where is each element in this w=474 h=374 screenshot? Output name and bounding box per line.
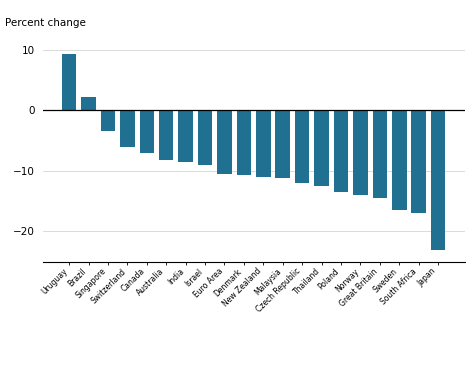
Bar — [139, 110, 154, 153]
Bar — [256, 110, 271, 177]
Bar — [334, 110, 348, 192]
Bar — [100, 110, 115, 131]
Bar — [198, 110, 212, 165]
Bar — [81, 97, 96, 110]
Bar — [295, 110, 310, 183]
Text: Percent change: Percent change — [5, 18, 86, 28]
Bar — [411, 110, 426, 213]
Bar — [120, 110, 135, 147]
Bar — [178, 110, 193, 162]
Bar — [237, 110, 251, 175]
Bar — [217, 110, 232, 174]
Bar — [353, 110, 368, 195]
Bar — [373, 110, 387, 198]
Bar — [392, 110, 407, 210]
Bar — [314, 110, 329, 186]
Bar — [159, 110, 173, 160]
Bar — [431, 110, 446, 250]
Bar — [275, 110, 290, 178]
Bar — [62, 54, 76, 110]
